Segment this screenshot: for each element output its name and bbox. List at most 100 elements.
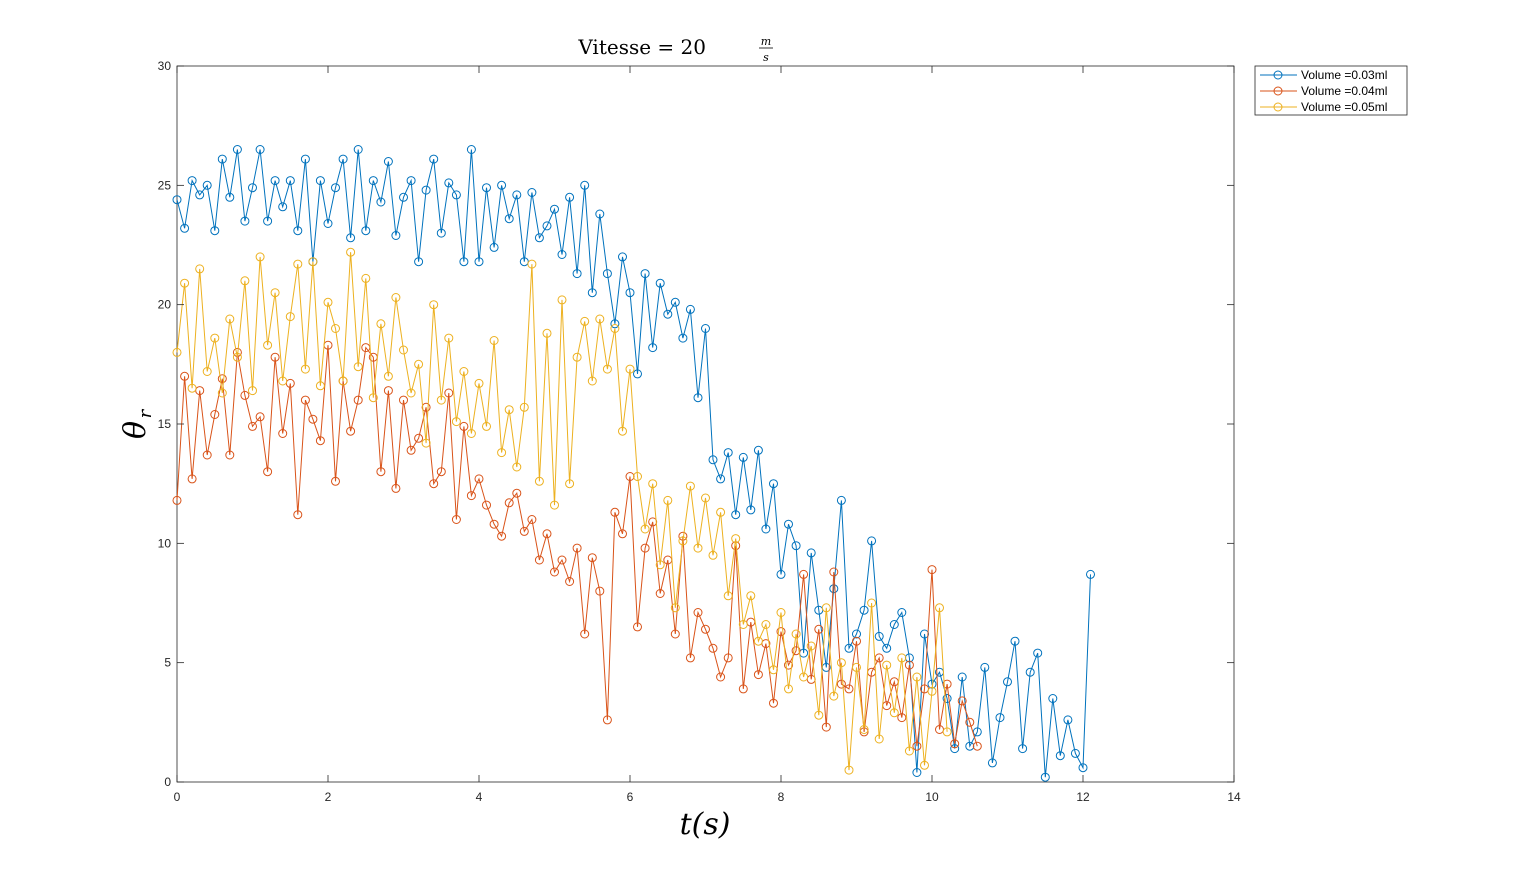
data-point <box>1010 636 1020 646</box>
data-point <box>784 684 793 694</box>
data-point <box>821 603 831 613</box>
data-point <box>670 603 680 613</box>
data-point <box>572 269 582 279</box>
data-point <box>874 734 884 744</box>
data-point <box>542 529 552 539</box>
data-point <box>497 531 507 541</box>
data-point <box>346 233 356 243</box>
data-point <box>950 739 960 749</box>
y-tick-label: 30 <box>158 59 172 73</box>
data-point <box>474 474 484 484</box>
data-point <box>753 670 763 680</box>
data-point <box>859 605 869 615</box>
data-point <box>542 328 552 338</box>
data-point <box>708 643 718 653</box>
data-point <box>927 686 937 696</box>
data-point <box>187 176 197 186</box>
data-point <box>466 491 476 501</box>
series-layer <box>172 145 1095 782</box>
title-fraction-numerator: m <box>761 35 771 48</box>
data-point <box>602 715 612 725</box>
data-point <box>263 340 273 350</box>
data-point <box>353 145 363 154</box>
data-point <box>640 524 650 534</box>
data-point <box>595 209 605 219</box>
legend-marker <box>1273 70 1283 80</box>
data-point <box>1048 694 1058 703</box>
data-point <box>300 395 310 405</box>
data-point <box>172 195 182 205</box>
data-point <box>746 591 756 601</box>
data-point <box>701 624 710 634</box>
data-point <box>315 381 325 391</box>
data-point <box>738 684 748 694</box>
data-point <box>716 672 726 682</box>
data-point <box>557 295 567 305</box>
data-point <box>248 183 257 193</box>
plot-box <box>176 65 1235 783</box>
ticks-layer: 0 2 4 6 8 10 12 14 0 5 10 15 20 25 30 <box>158 59 1241 804</box>
data-point <box>210 226 220 236</box>
data-point <box>648 343 658 353</box>
data-point <box>383 386 393 396</box>
data-point <box>512 488 522 498</box>
data-point <box>821 722 831 732</box>
data-point <box>414 257 424 267</box>
data-point <box>897 653 907 663</box>
data-point <box>942 694 952 703</box>
x-tick-label: 8 <box>778 790 785 804</box>
data-point <box>399 345 408 355</box>
data-point <box>844 765 854 775</box>
y-tick-label: 15 <box>158 417 172 431</box>
data-point <box>670 629 680 639</box>
data-point <box>414 433 424 443</box>
data-point <box>685 481 695 491</box>
data-point <box>451 417 461 427</box>
data-point <box>859 725 869 734</box>
data-point <box>836 495 846 505</box>
data-point <box>331 324 340 333</box>
data-point <box>791 629 801 639</box>
data-point <box>300 154 310 164</box>
data-point <box>444 178 454 188</box>
data-point <box>172 495 182 505</box>
data-point <box>202 367 212 376</box>
data-point <box>957 672 967 682</box>
data-point <box>482 421 491 431</box>
data-point <box>701 324 710 333</box>
data-point <box>580 316 590 326</box>
legend-marker <box>1273 86 1283 96</box>
data-point <box>263 467 273 477</box>
data-point <box>640 543 650 553</box>
data-point <box>285 312 295 322</box>
data-point <box>806 548 816 558</box>
data-point <box>240 276 250 286</box>
data-point <box>519 526 529 536</box>
data-point <box>504 405 514 415</box>
data-point <box>180 371 190 381</box>
data-point <box>640 269 650 279</box>
data-point <box>338 376 348 386</box>
x-tick-label: 10 <box>925 790 939 804</box>
data-point <box>225 192 235 202</box>
data-point <box>723 448 733 458</box>
data-point <box>685 653 695 663</box>
data-point <box>950 744 960 754</box>
data-point <box>587 553 597 563</box>
data-point <box>693 393 703 403</box>
data-point <box>406 445 416 455</box>
data-point <box>459 367 469 376</box>
data-point <box>376 319 386 329</box>
data-point <box>376 467 386 477</box>
legend-item: Volume =0.05ml <box>1260 100 1387 114</box>
data-point <box>693 543 703 553</box>
x-tick-label: 12 <box>1076 790 1090 804</box>
data-point <box>308 414 318 424</box>
data-point <box>784 519 793 529</box>
y-tick-label: 20 <box>158 298 172 312</box>
data-point <box>376 197 386 207</box>
data-point <box>678 536 688 546</box>
data-point <box>421 185 431 195</box>
data-point <box>406 388 416 398</box>
x-axis-label: t(s) <box>680 807 731 842</box>
